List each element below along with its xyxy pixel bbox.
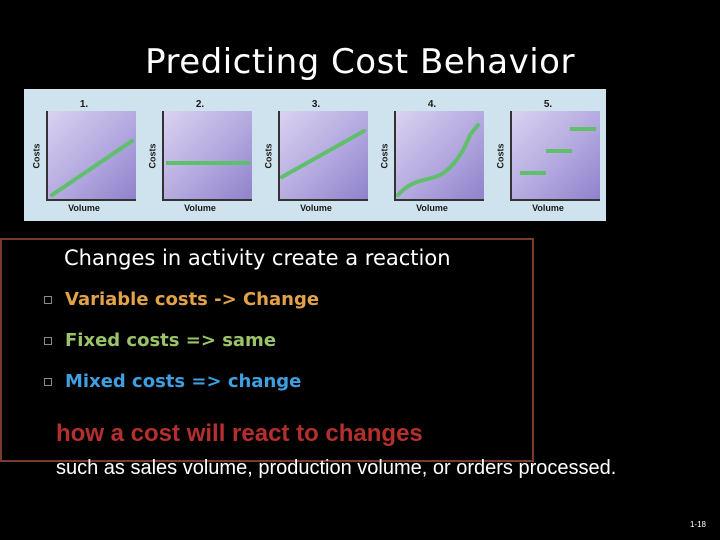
panel-number: 5.: [543, 99, 553, 110]
bullet-variable-costs: Variable costs -> Change: [44, 289, 319, 310]
slide-title: Predicting Cost Behavior: [145, 42, 575, 82]
body-text: such as sales volume, production volume,…: [56, 457, 617, 479]
bullet-square-icon: [44, 295, 52, 304]
panel-y-label: Costs: [379, 143, 390, 169]
slide-number: 1-18: [689, 520, 706, 529]
panel-x-label: Volume: [532, 203, 564, 213]
bullet-text: Variable costs -> Change: [65, 289, 320, 310]
content-frame: [0, 238, 534, 462]
panel-plot: [278, 111, 368, 201]
figure-panel-5: 5. Costs Volume: [492, 89, 604, 221]
panel-y-label: Costs: [495, 143, 506, 169]
panel-x-label: Volume: [300, 203, 332, 213]
emphasis-text: how a cost will react to changes: [56, 420, 423, 447]
bullet-square-icon: [44, 377, 52, 386]
cost-line: [396, 123, 480, 197]
panel-x-label: Volume: [184, 203, 216, 213]
panel-plot: [162, 111, 252, 201]
panel-number: 3.: [311, 99, 321, 110]
bullet-fixed-costs: Fixed costs => same: [44, 330, 276, 351]
panel-x-label: Volume: [416, 203, 448, 213]
figure-panel-3: 3. Costs Volume: [260, 89, 372, 221]
panel-x-label: Volume: [68, 203, 100, 213]
panel-plot: [394, 111, 484, 201]
bullet-mixed-costs: Mixed costs => change: [44, 371, 301, 392]
panel-plot: [46, 111, 136, 201]
cost-line: [50, 139, 134, 197]
panel-number: 4.: [427, 99, 437, 110]
bullet-square-icon: [44, 336, 52, 345]
figure-panel-4: 4. Costs Volume: [376, 89, 488, 221]
panel-number: 1.: [79, 99, 89, 110]
cost-behavior-figure: 1. Costs Volume 2. Costs Volume 3. Costs…: [24, 89, 606, 221]
panel-plot: [510, 111, 600, 201]
figure-panel-2: 2. Costs Volume: [144, 89, 256, 221]
panel-y-label: Costs: [31, 143, 42, 169]
bullet-text: Fixed costs => same: [65, 330, 277, 351]
lead-text: Changes in activity create a reaction: [64, 246, 451, 270]
panel-y-label: Costs: [263, 143, 274, 169]
cost-line: [280, 129, 366, 179]
figure-panel-1: 1. Costs Volume: [28, 89, 140, 221]
panel-y-label: Costs: [147, 143, 158, 169]
panel-number: 2.: [195, 99, 205, 110]
bullet-text: Mixed costs => change: [65, 371, 302, 392]
